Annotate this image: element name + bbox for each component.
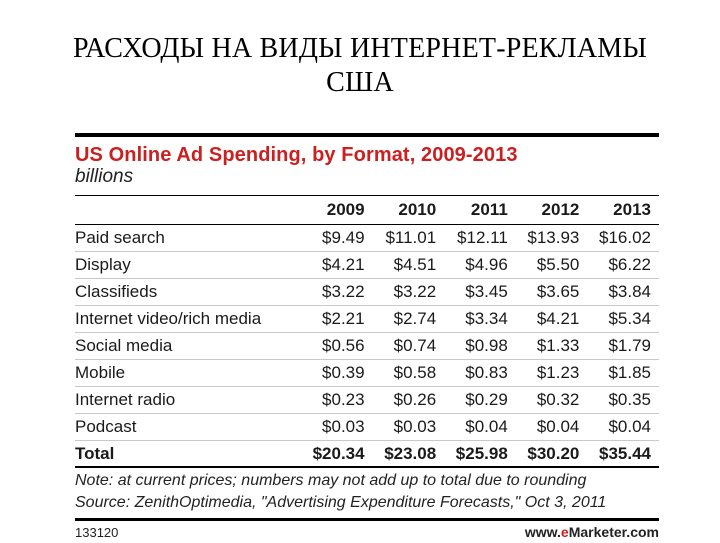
- value-cell: $3.34: [444, 305, 516, 333]
- value-cell: $0.03: [372, 413, 445, 441]
- value-cell: $0.03: [301, 413, 373, 441]
- logo-suffix: Marketer.com: [568, 524, 659, 540]
- value-cell: $9.49: [301, 224, 373, 252]
- value-cell: $5.34: [587, 305, 659, 333]
- total-label: Total: [75, 440, 301, 468]
- value-cell: $0.56: [301, 332, 373, 360]
- total-value-cell: $23.08: [372, 440, 445, 468]
- value-cell: $12.11: [444, 224, 516, 252]
- row-label: Mobile: [75, 359, 301, 387]
- slide-title: РАСХОДЫ НА ВИДЫ ИНТЕРНЕТ-РЕКЛАМЫ США: [0, 32, 720, 100]
- year-header-2011: 2011: [470, 200, 508, 219]
- chart-title: US Online Ad Spending, by Format, 2009-2…: [75, 144, 518, 166]
- row-label: Social media: [75, 332, 301, 360]
- value-cell: $3.45: [444, 278, 516, 306]
- value-cell: $0.98: [444, 332, 516, 360]
- total-value-cell: $30.20: [515, 440, 588, 468]
- total-row: Total $20.34 $23.08 $25.98 $30.20 $35.44: [75, 440, 659, 468]
- total-value-cell: $35.44: [587, 440, 659, 468]
- row-label: Display: [75, 251, 301, 279]
- value-cell: $4.96: [444, 251, 516, 279]
- value-cell: $6.22: [587, 251, 659, 279]
- table-body: Paid search $9.49 $11.01 $12.11 $13.93 $16.02…: [75, 224, 659, 441]
- value-cell: $0.39: [301, 359, 373, 387]
- table-source: Source: ZenithOptimedia, "Advertising Ex…: [75, 494, 607, 511]
- value-cell: $0.26: [372, 386, 445, 414]
- value-cell: $0.32: [515, 386, 588, 414]
- slide-title-line-1: РАСХОДЫ НА ВИДЫ ИНТЕРНЕТ-РЕКЛАМЫ: [72, 33, 647, 64]
- row-label: Classifieds: [75, 278, 301, 306]
- table-row: Internet radio $0.23 $0.26 $0.29 $0.32 $0.35: [75, 386, 659, 414]
- table-row: Mobile $0.39 $0.58 $0.83 $1.23 $1.85: [75, 359, 659, 387]
- value-cell: $0.04: [515, 413, 588, 441]
- value-cell: $0.04: [587, 413, 659, 441]
- value-cell: $4.21: [515, 305, 588, 333]
- value-cell: $1.79: [587, 332, 659, 360]
- total-value-cell: $25.98: [444, 440, 516, 468]
- table-row: Display $4.21 $4.51 $4.96 $5.50 $6.22: [75, 251, 659, 279]
- row-label: Internet video/rich media: [75, 305, 301, 333]
- row-label: Podcast: [75, 413, 301, 441]
- emarketer-chart-card: US Online Ad Spending, by Format, 2009-2…: [75, 133, 659, 543]
- value-cell: $1.85: [587, 359, 659, 387]
- value-cell: $3.84: [587, 278, 659, 306]
- header-row: 2009 2010 2011 2012 2013: [75, 195, 659, 225]
- logo-e: e: [560, 524, 569, 540]
- value-cell: $0.29: [444, 386, 516, 414]
- value-cell: $0.23: [301, 386, 373, 414]
- data-table: 2009 2010 2011 2012 2013 Paid search $9.49 $11…: [75, 195, 659, 468]
- value-cell: $16.02: [587, 224, 659, 252]
- value-cell: $3.65: [515, 278, 588, 306]
- year-header-2010: 2010: [398, 200, 437, 219]
- chart-id: 133120: [75, 525, 119, 540]
- slide-title-line-2: США: [326, 67, 394, 98]
- value-cell: $0.35: [587, 386, 659, 414]
- value-cell: $0.83: [444, 359, 516, 387]
- value-cell: $4.21: [301, 251, 373, 279]
- table-row: Paid search $9.49 $11.01 $12.11 $13.93 $16.02: [75, 224, 659, 252]
- header-label-cell: [75, 196, 301, 225]
- value-cell: $1.23: [515, 359, 588, 387]
- table-row: Podcast $0.03 $0.03 $0.04 $0.04 $0.04: [75, 413, 659, 441]
- value-cell: $3.22: [301, 278, 373, 306]
- value-cell: $11.01: [372, 224, 445, 252]
- table-row: Classifieds $3.22 $3.22 $3.45 $3.65 $3.84: [75, 278, 659, 306]
- bottom-rule: [75, 518, 659, 521]
- value-cell: $13.93: [515, 224, 588, 252]
- total-value-cell: $20.34: [301, 440, 373, 468]
- chart-subtitle: billions: [75, 166, 134, 187]
- row-label: Paid search: [75, 224, 301, 252]
- table-row: Internet video/rich media $2.21 $2.74 $3.34…: [75, 305, 659, 333]
- value-cell: $5.50: [515, 251, 588, 279]
- top-rule: [75, 133, 659, 137]
- value-cell: $1.33: [515, 332, 588, 360]
- value-cell: $2.74: [372, 305, 445, 333]
- value-cell: $0.04: [444, 413, 516, 441]
- chart-footer: 133120 www.eMarketer.com: [75, 521, 659, 543]
- value-cell: $3.22: [372, 278, 445, 306]
- table-note: Note: at current prices; numbers may not…: [75, 472, 587, 489]
- table-row: Social media $0.56 $0.74 $0.98 $1.33 $1.79: [75, 332, 659, 360]
- emarketer-logo: www.eMarketer.com: [525, 524, 659, 540]
- value-cell: $0.58: [372, 359, 445, 387]
- year-header-2009: 2009: [326, 200, 365, 219]
- row-label: Internet radio: [75, 386, 301, 414]
- year-header-2012: 2012: [541, 200, 580, 219]
- logo-prefix: www.: [524, 524, 561, 540]
- value-cell: $4.51: [372, 251, 445, 279]
- value-cell: $0.74: [372, 332, 445, 360]
- year-header-2013: 2013: [613, 200, 651, 219]
- value-cell: $2.21: [301, 305, 373, 333]
